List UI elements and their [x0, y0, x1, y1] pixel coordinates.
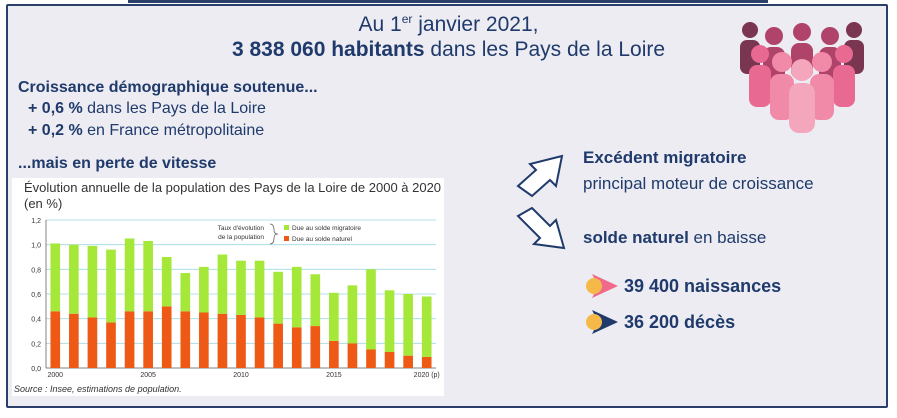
bullet-arrow-icon: [586, 310, 618, 334]
bar-natural: [421, 356, 432, 368]
bar-natural: [106, 322, 116, 368]
arrow-down-right-icon: [516, 206, 566, 250]
growth-heading: Croissance démographique soutenue...: [18, 79, 318, 96]
bullet-arrow-icon: [586, 274, 618, 298]
y-tick-label: 0,2: [31, 341, 41, 348]
bar-natural: [291, 327, 302, 368]
migration-text: principal moteur de croissance: [583, 174, 814, 193]
bar-natural: [199, 312, 209, 368]
bar-natural: [273, 323, 283, 368]
bar-natural: [161, 306, 172, 368]
bar-migratory: [69, 244, 79, 314]
natural-balance-text: solde naturel en baisse: [583, 228, 767, 247]
bar-migratory: [50, 243, 61, 312]
chart-box: Évolution annuelle de la population des …: [12, 178, 444, 396]
bar-natural: [254, 317, 265, 368]
bar-natural: [310, 326, 321, 368]
deaths-count: 36 200 décès: [624, 312, 736, 332]
x-tick-label: 2015: [326, 372, 342, 379]
bar-migratory: [106, 249, 116, 323]
growth-item-france: + 0,2 % en France métropolitaine: [28, 122, 265, 139]
people-group-icon: [740, 22, 864, 133]
arrow-up-right-icon: [516, 154, 564, 198]
legend-swatch-natural: [284, 236, 289, 241]
legend-brace: [269, 223, 279, 245]
bar-natural: [217, 313, 228, 368]
top-accent-bar: [128, 0, 768, 3]
y-tick-label: 1,0: [31, 243, 41, 250]
growth-item-region: + 0,6 % dans les Pays de la Loire: [28, 100, 266, 117]
bar-migratory: [124, 238, 135, 312]
bar-migratory: [291, 266, 302, 328]
bar-migratory: [273, 271, 283, 324]
legend-label-migratory: Due au solde migratoire: [292, 225, 361, 232]
bar-migratory: [180, 273, 191, 312]
births-count: 39 400 naissances: [624, 276, 782, 296]
bar-migratory: [403, 294, 413, 356]
migration-heading: Excédent migratoire: [583, 148, 747, 167]
bar-natural: [50, 311, 61, 368]
bar-migratory: [254, 260, 265, 318]
bar-migratory: [329, 292, 339, 341]
bar-natural: [347, 343, 358, 368]
bar-migratory: [217, 254, 228, 314]
bar-natural: [124, 311, 135, 368]
y-tick-label: 0,4: [31, 317, 41, 324]
bar-migratory: [236, 260, 246, 315]
slowdown-heading: ...mais en perte de vitesse: [18, 155, 217, 172]
legend-label-natural: Due au solde naturel: [292, 236, 353, 243]
y-tick-label: 1,2: [31, 218, 41, 225]
bar-migratory: [161, 257, 172, 307]
x-tick-label: 2020 (p): [414, 372, 440, 379]
x-tick-label: 2000: [47, 372, 63, 379]
chart-source: Source : Insee, estimations de populatio…: [14, 384, 182, 394]
bar-migratory: [87, 245, 98, 318]
header-date-line: Au 1er janvier 2021,: [358, 12, 539, 36]
chart-title: Évolution annuelle de la population des …: [24, 180, 442, 211]
bar-natural: [69, 313, 79, 368]
bar-natural: [384, 351, 395, 368]
bar-natural: [236, 314, 246, 368]
y-tick-label: 0,6: [31, 292, 41, 299]
legend-swatch-migratory: [284, 225, 289, 230]
legend-heading-line: de la population: [218, 234, 264, 241]
population-chart: 0,0 0,2 0,4 0,6 0,8 1,0 1,2 2000 2005 2010 2015 202…: [31, 218, 440, 379]
bar-migratory: [366, 269, 376, 350]
bar-natural: [329, 340, 339, 368]
x-tick-label: 2005: [140, 372, 156, 379]
bar-migratory: [310, 274, 321, 327]
bar-natural: [143, 311, 153, 368]
legend-heading-line: Taux d'évolution: [218, 225, 265, 232]
bar-migratory: [384, 290, 395, 352]
bar-natural: [180, 311, 191, 368]
bar-migratory: [143, 240, 153, 312]
y-tick-label: 0,0: [31, 366, 41, 373]
bar-natural: [403, 355, 413, 368]
bar-natural: [87, 317, 98, 368]
bar-migratory: [199, 266, 209, 313]
bar-migratory: [421, 296, 432, 357]
bar-natural: [366, 349, 376, 368]
x-tick-label: 2010: [233, 372, 249, 379]
header-population-line: 3 838 060 habitants dans les Pays de la …: [231, 38, 666, 61]
y-tick-label: 0,8: [31, 267, 41, 274]
bar-migratory: [347, 285, 358, 344]
